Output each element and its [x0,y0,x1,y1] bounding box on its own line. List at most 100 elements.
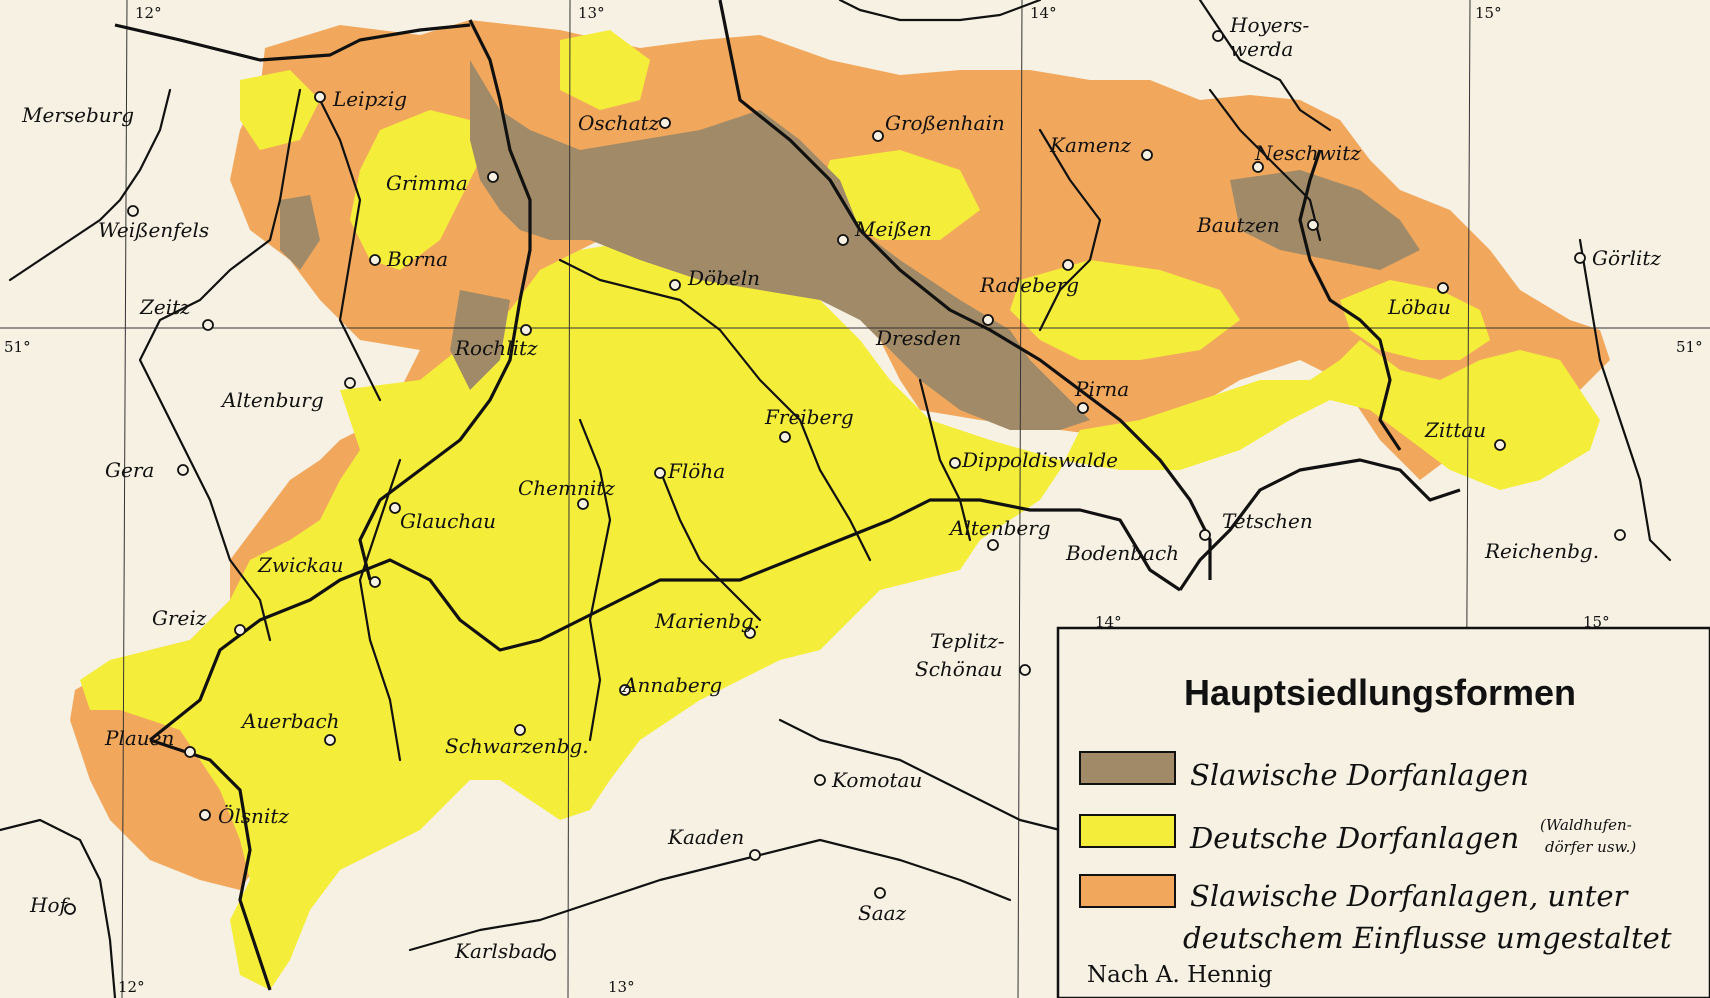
label-meissen: Meißen [854,217,932,241]
legend-note-german-2: dörfer usw.) [1545,838,1636,856]
region-slavic [470,60,1090,430]
label-loebau: Löbau [1387,295,1451,319]
region-slavic-spot-2 [450,290,510,390]
legend-box [1056,626,1710,998]
marienbg-marker [744,627,756,639]
label-pirna: Pirna [1074,377,1129,401]
region-german-north-1 [350,110,480,270]
grimma-marker [487,171,499,183]
saxony-north-border [114,23,471,62]
kamenz-marker [1141,149,1153,161]
neisse-river [1578,238,1672,562]
region-slavic-east [1230,170,1420,270]
zwickau-marker [369,576,381,588]
zittau-marker [1494,439,1506,451]
label-kaaden: Kaaden [667,825,744,849]
meridian-12 [121,0,128,998]
label-marienbg: Marienbg. [654,609,760,633]
rochlitz-marker [520,324,532,336]
degree-labels: 12° 13° 14° 15° 12° 13° 14° 15° 51° 51° [4,4,1703,996]
mulde-river [358,19,532,581]
bautzen-marker [1307,219,1319,231]
east-river [1298,149,1402,451]
deg-12-top: 12° [135,4,162,22]
label-rochlitz: Rochlitz [454,336,538,360]
northeast-road [1198,0,1332,132]
chemnitz-river [578,418,612,742]
label-kamenz: Kamenz [1049,133,1132,157]
label-glauchau: Glauchau [400,509,496,533]
label-schwarzenbg: Schwarzenbg. [445,734,589,758]
label-zittau: Zittau [1424,418,1486,442]
schwarzenbg-marker [514,724,526,736]
grossenhain-marker [872,130,884,142]
altenberg-marker [987,539,999,551]
region-german-north-2 [560,30,650,110]
eger-river [408,838,1012,952]
label-grossenhain: Großenhain [885,111,1005,135]
region-german-east [1340,280,1490,360]
label-floeha: Flöha [667,459,725,483]
glauchau-marker [389,502,401,514]
karlsbad-marker [544,949,556,961]
label-merseburg: Merseburg [21,103,134,127]
label-bodenbach: Bodenbach [1065,541,1179,565]
hof-river [0,818,117,998]
zwickau-mulde [358,458,402,762]
label-weissenfels: Weißenfels [98,218,209,242]
label-grimma: Grimma [386,171,468,195]
pirna-marker [1077,402,1089,414]
deg-15-top: 15° [1475,4,1502,22]
region-german-north-4 [1010,260,1240,360]
label-hoyers-1: Hoyers- [1229,13,1309,37]
legend-swatch-german [1079,814,1176,848]
legend-swatch-slavic [1079,751,1176,785]
place-labels: Leipzig Merseburg Weißenfels Zeitz Alten… [21,13,1661,963]
auerbach-marker [324,734,336,746]
label-altenberg: Altenberg [948,516,1051,540]
deg-15-bottom: 15° [1583,613,1610,631]
neschwitz-marker [1252,161,1264,173]
label-reichenbg: Reichenbg. [1484,539,1599,563]
region-slavic-transformed [70,20,1610,890]
weisseritz-river [918,378,972,542]
label-tetschen: Tetschen [1222,509,1313,533]
region-german [80,240,1600,990]
legend-swatch-transformed [1079,874,1176,908]
elster-river [138,88,302,642]
deg-14-top: 14° [1030,4,1057,22]
komotau-marker [814,774,826,786]
label-saaz: Saaz [858,901,907,925]
label-altenburg: Altenburg [220,388,324,412]
label-greiz: Greiz [152,606,207,630]
saaz-marker [874,887,886,899]
label-plauen: Plauen [104,726,174,750]
legend: Hauptsiedlungsformen Slawische Dorfanlag… [1056,626,1710,998]
east-road [1038,128,1102,332]
doebeln-marker [669,279,681,291]
label-dresden: Dresden [875,326,961,350]
zeitz-marker [202,319,214,331]
bohemia-road [778,718,1062,832]
label-hof: Hof [29,893,70,917]
label-komotau: Komotau [831,768,922,792]
label-borna: Borna [386,247,448,271]
region-slavic-spot-1 [280,195,320,270]
legend-source: Nach A. Hennig [1087,962,1273,988]
annaberg-marker [619,684,631,696]
legend-label-transformed-1: Slawische Dorfanlagen, unter [1190,879,1630,913]
spree-river [1208,88,1322,242]
weissenfels-marker [127,205,139,217]
meissen-marker [837,234,849,246]
deg-12-bottom: 12° [118,978,145,996]
label-teplitz-1: Teplitz- [930,629,1005,653]
saale-river [8,88,172,282]
label-annaberg: Annaberg [621,673,722,697]
chemnitz-marker [577,498,589,510]
freiberg-marker [779,431,791,443]
zschopau-river [558,258,872,562]
label-leipzig: Leipzig [332,87,407,111]
loebau-marker [1437,282,1449,294]
hof-marker [64,903,76,915]
legend-note-german-1: (Waldhufen- [1540,816,1632,834]
